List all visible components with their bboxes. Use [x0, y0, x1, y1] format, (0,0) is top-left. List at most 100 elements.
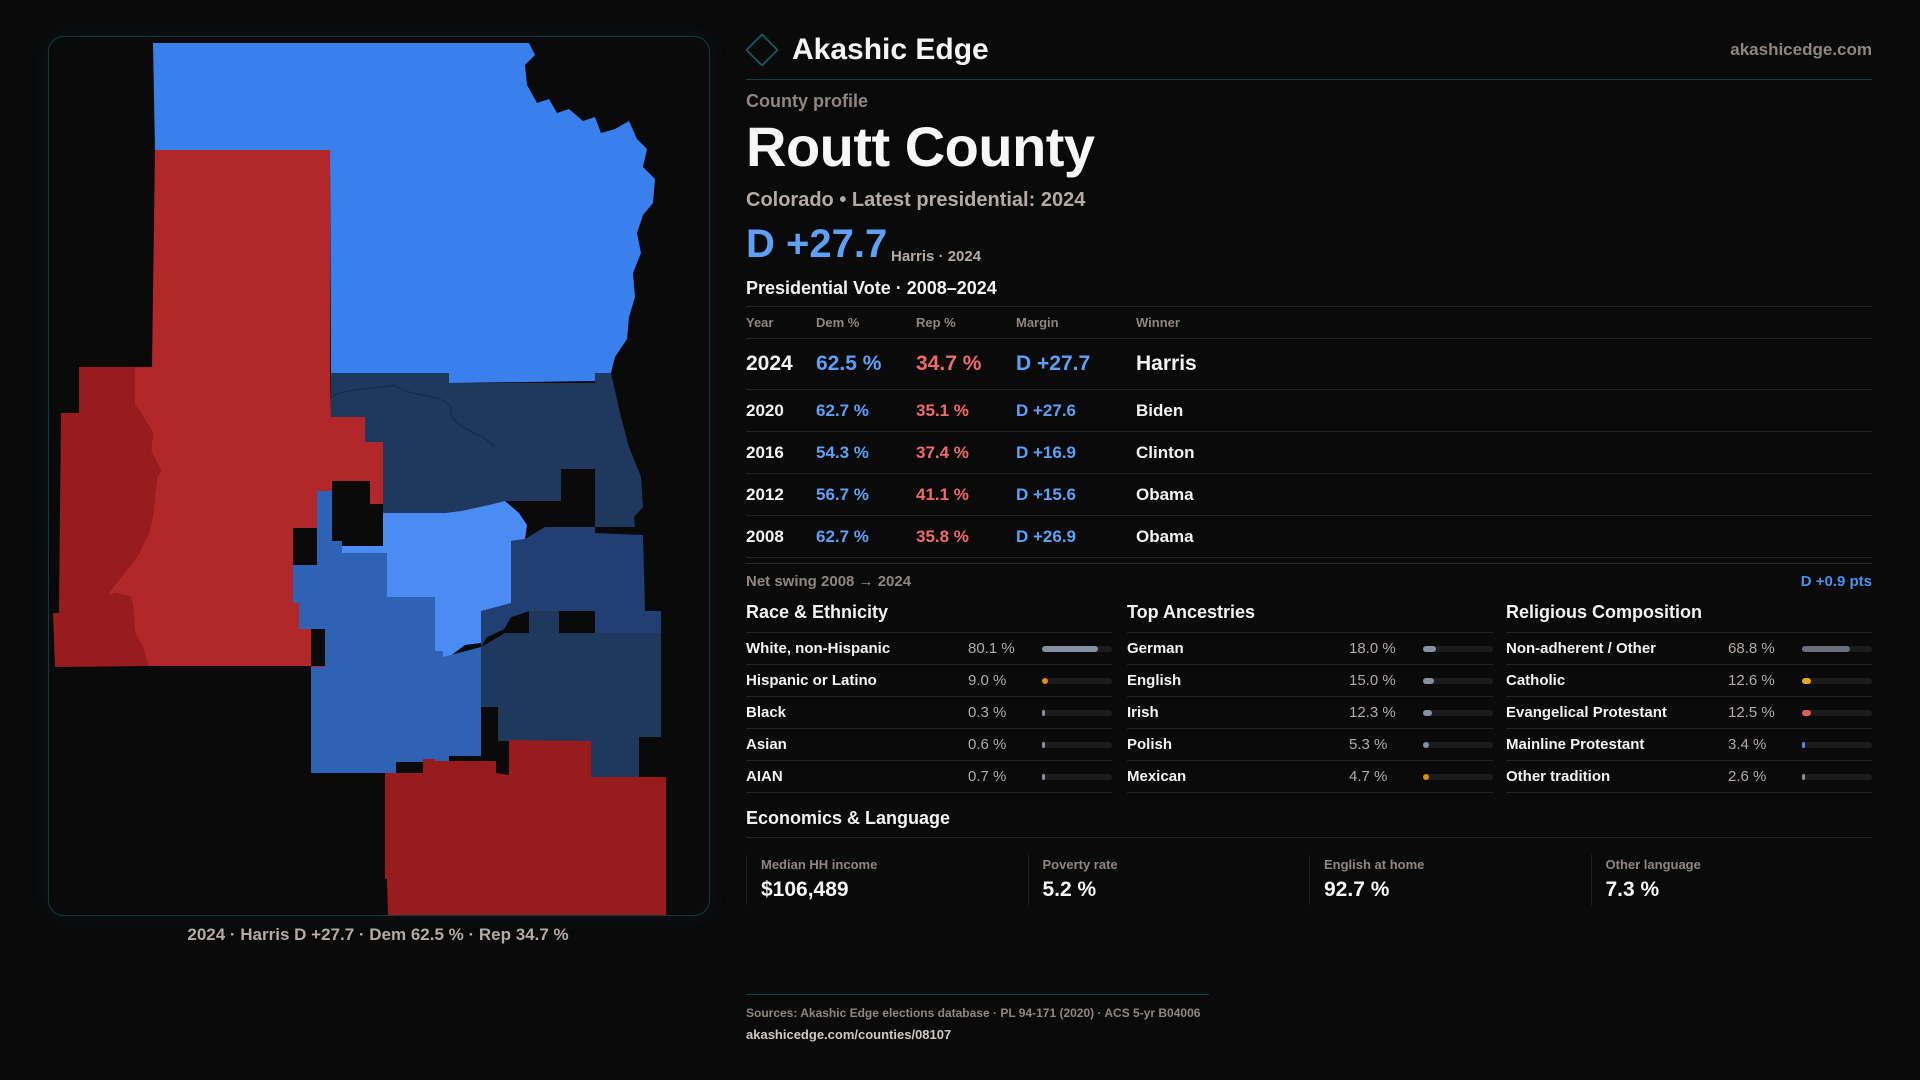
precinct-southeast[interactable]	[481, 611, 661, 777]
cell-winner: Obama	[1136, 484, 1194, 504]
share-bar-fill	[1423, 677, 1434, 684]
stat-label: Catholic	[1506, 672, 1566, 689]
share-bar-fill	[1423, 773, 1429, 780]
precinct-west-red[interactable]	[107, 150, 383, 667]
cell-dem: 62.5 %	[816, 352, 882, 375]
sources-note: Sources: Akashic Edge elections database…	[746, 1006, 1201, 1020]
cell-dem: 62.7 %	[816, 400, 869, 420]
stat-value: 9.0 %	[968, 672, 1007, 689]
stat-label: Black	[746, 704, 787, 721]
precinct-far-west[interactable]	[53, 367, 161, 667]
race-section: Race & Ethnicity White, non-Hispanic 80.1…	[746, 602, 1112, 793]
cell-dem: 56.7 %	[816, 484, 869, 504]
stat-row: Non-adherent / Other 68.8 %	[1506, 633, 1872, 665]
page-title: Routt County	[746, 115, 1095, 178]
share-bar-fill	[1042, 677, 1049, 684]
share-bar-fill	[1042, 645, 1099, 652]
net-swing-value: D +0.9 pts	[1800, 573, 1872, 590]
cell-rep: 34.7 %	[916, 352, 982, 375]
stat-row: English 15.0 %	[1127, 665, 1493, 697]
precinct-map[interactable]	[48, 36, 710, 916]
stat-value: $106,489	[761, 878, 849, 901]
stat-value: 12.5 %	[1728, 704, 1775, 721]
share-bar	[1423, 773, 1493, 780]
stat-english-at-home: English at home 92.7 %	[1309, 855, 1591, 905]
share-bar-fill	[1802, 677, 1811, 684]
col-dem: Dem %	[816, 315, 860, 330]
cell-winner: Obama	[1136, 526, 1194, 546]
cell-winner: Harris	[1136, 352, 1197, 375]
stat-label: Median HH income	[761, 857, 878, 872]
stat-row: Hispanic or Latino 9.0 %	[746, 665, 1112, 697]
share-bar	[1423, 709, 1493, 716]
share-bar-fill	[1423, 709, 1432, 716]
stat-value: 80.1 %	[968, 640, 1015, 657]
religion-section: Religious Composition Non-adherent / Oth…	[1506, 602, 1872, 793]
share-bar-fill	[1802, 709, 1811, 716]
stat-label: Other tradition	[1506, 768, 1611, 785]
economics-stats: Median HH income $106,489 Poverty rate 5…	[746, 855, 1872, 905]
stat-value: 5.2 %	[1042, 878, 1097, 901]
stat-value: 5.3 %	[1349, 736, 1388, 753]
stat-label: Other language	[1605, 857, 1701, 872]
cell-year: 2012	[746, 484, 784, 504]
headline-margin: D +27.7	[746, 222, 888, 266]
stat-value: 18.0 %	[1349, 640, 1396, 657]
cell-dem: 62.7 %	[816, 526, 869, 546]
share-bar-fill	[1802, 645, 1851, 652]
stat-value: 0.6 %	[968, 736, 1007, 753]
stat-label: German	[1127, 640, 1184, 657]
stat-value: 12.3 %	[1349, 704, 1396, 721]
precinct-south-red[interactable]	[385, 740, 666, 915]
stat-value: 4.7 %	[1349, 768, 1388, 785]
stat-label: AIAN	[746, 768, 783, 785]
stat-other-language: Other language 7.3 %	[1590, 855, 1873, 905]
stat-value: 92.7 %	[1324, 878, 1390, 901]
share-bar-fill	[1802, 741, 1805, 748]
share-bar	[1042, 709, 1112, 716]
stat-value: 3.4 %	[1728, 736, 1767, 753]
cell-winner: Clinton	[1136, 442, 1195, 462]
stat-label: English at home	[1324, 857, 1425, 872]
net-swing-label: Net swing 2008 → 2024	[746, 573, 912, 590]
stat-row: Mexican 4.7 %	[1127, 761, 1493, 793]
stat-poverty-rate: Poverty rate 5.2 %	[1027, 855, 1310, 905]
cell-year: 2020	[746, 400, 784, 420]
cell-rep: 37.4 %	[916, 442, 969, 462]
stat-row: Evangelical Protestant 12.5 %	[1506, 697, 1872, 729]
share-bar-fill	[1042, 709, 1045, 716]
table-row: 2012 56.7 % 41.1 % D +15.6 Obama	[746, 473, 1872, 515]
precinct-north[interactable]	[153, 43, 655, 383]
ancestry-section: Top Ancestries German 18.0 % English 15.0 %…	[1127, 602, 1493, 793]
ancestry-title: Top Ancestries	[1127, 602, 1493, 633]
stat-row: German 18.0 %	[1127, 633, 1493, 665]
cell-year: 2024	[746, 352, 793, 375]
stat-label: Hispanic or Latino	[746, 672, 877, 689]
col-margin: Margin	[1016, 315, 1059, 330]
county-url[interactable]: akashicedge.com/counties/08107	[746, 1027, 952, 1042]
col-rep: Rep %	[916, 315, 956, 330]
net-swing: Net swing 2008 → 2024 D +0.9 pts	[746, 563, 1872, 594]
precinct-center-mid[interactable]	[293, 491, 481, 773]
diamond-icon	[745, 33, 779, 67]
stat-row: Black 0.3 %	[746, 697, 1112, 729]
share-bar	[1042, 645, 1112, 652]
page-subtitle: Colorado • Latest presidential: 2024	[746, 189, 1086, 211]
stat-label: English	[1127, 672, 1182, 689]
stat-row: AIAN 0.7 %	[746, 761, 1112, 793]
header-divider	[746, 79, 1872, 80]
stat-value: 7.3 %	[1605, 878, 1660, 901]
precinct-east[interactable]	[481, 527, 661, 647]
share-bar	[1802, 709, 1872, 716]
stat-label: Mainline Protestant	[1506, 736, 1645, 753]
cell-rep: 35.8 %	[916, 526, 969, 546]
stat-label: Evangelical Protestant	[1506, 704, 1667, 721]
stat-value: 15.0 %	[1349, 672, 1396, 689]
precinct-central-dark[interactable]	[331, 373, 643, 527]
brand: Akashic Edge	[745, 30, 989, 70]
share-bar	[1042, 741, 1112, 748]
share-bar-fill	[1802, 773, 1805, 780]
site-link[interactable]: akashicedge.com	[1730, 40, 1872, 59]
headline-margin-note: Harris · 2024	[891, 248, 982, 265]
stat-row: White, non-Hispanic 80.1 %	[746, 633, 1112, 665]
